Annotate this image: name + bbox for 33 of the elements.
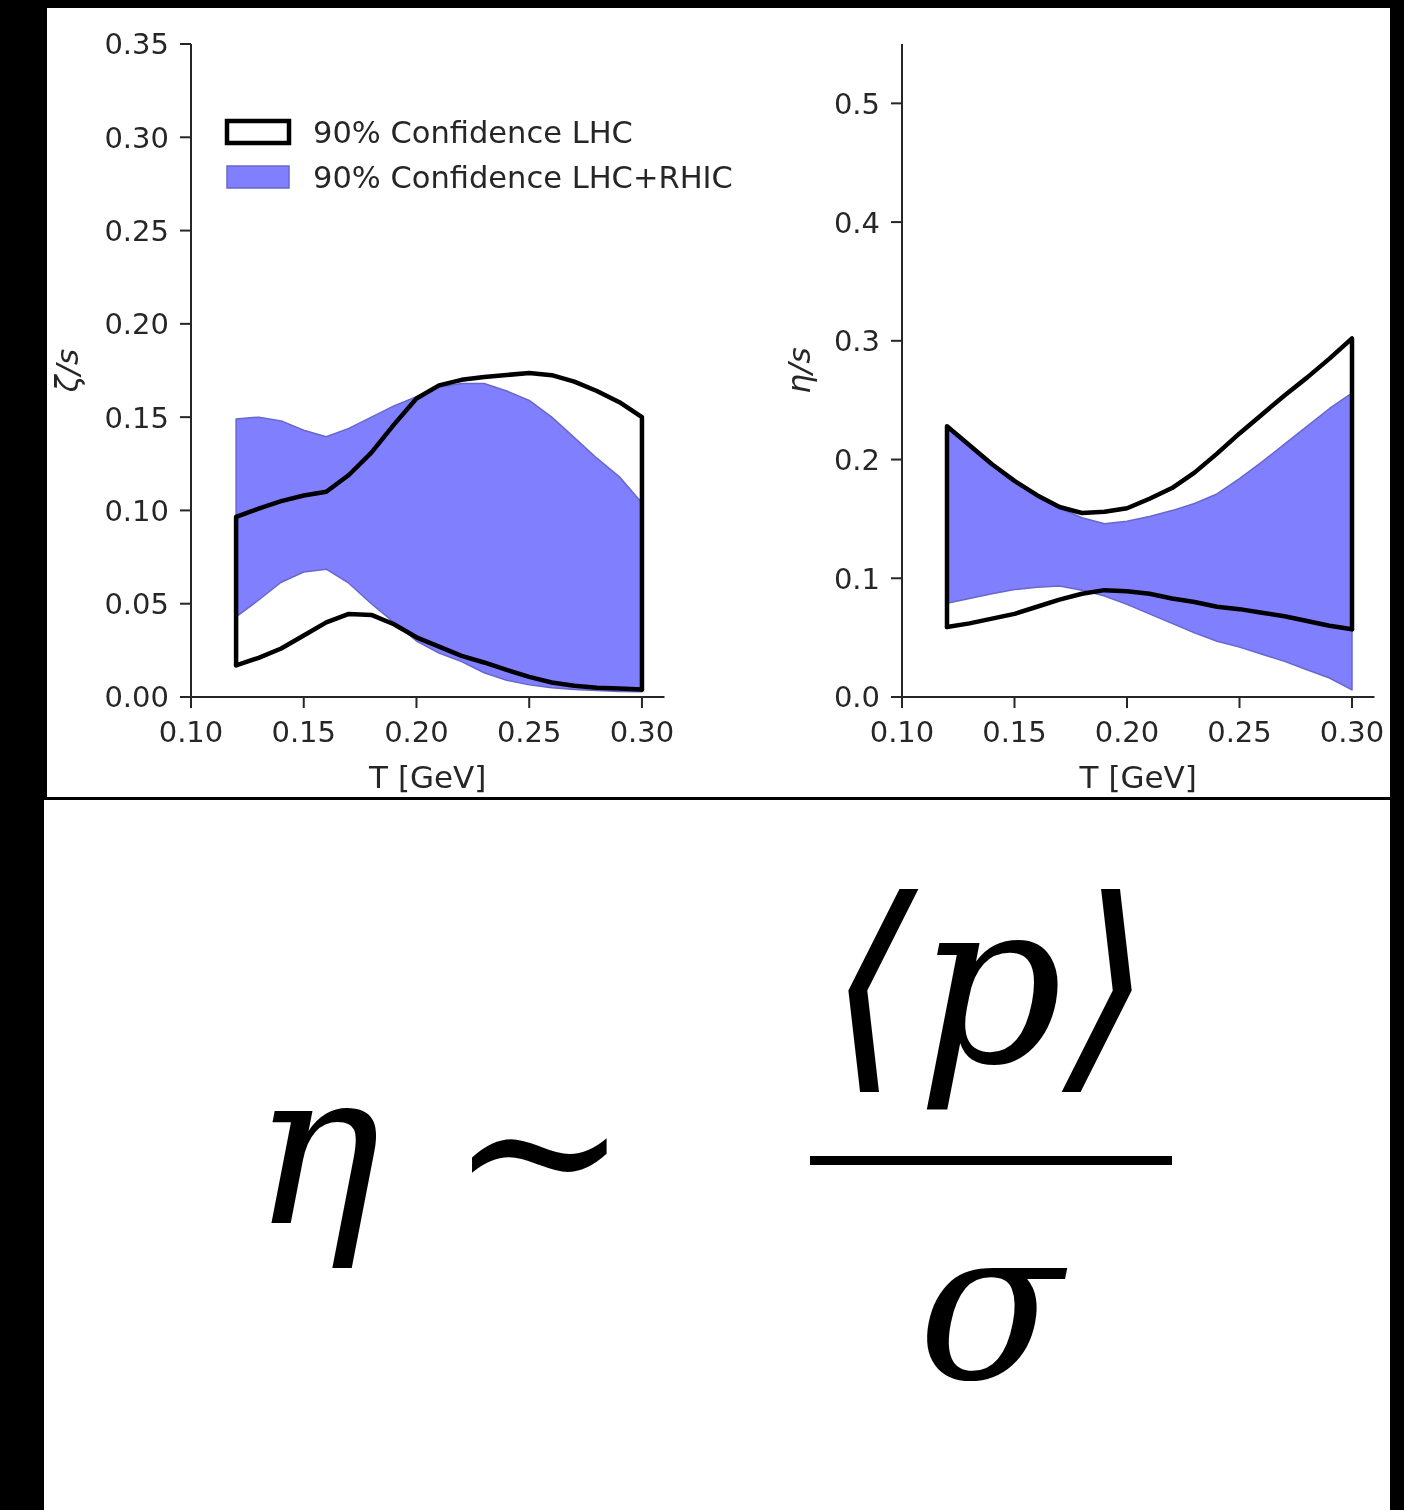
- y-tick-label: 0.05: [104, 587, 169, 622]
- y-tick-label: 0.15: [104, 400, 169, 435]
- legend-label: 90% Confidence LHC: [313, 114, 633, 150]
- x-tick-label: 0.20: [1094, 715, 1160, 749]
- text: ⟨p⟩: [828, 850, 1152, 1116]
- y-tick-label: 0.00: [104, 680, 169, 715]
- y-tick-label: 0.30: [104, 120, 169, 155]
- y-axis-title: η/s: [781, 347, 817, 394]
- x-axis-title: T [GeV]: [368, 759, 487, 795]
- y-tick-label: 0.0: [833, 680, 880, 715]
- text: σ: [917, 1181, 1068, 1428]
- x-axis-title: T [GeV]: [1078, 759, 1197, 795]
- x-tick-label: 0.15: [271, 715, 337, 749]
- y-tick-label: 0.4: [833, 205, 880, 240]
- x-tick-label: 0.10: [869, 715, 935, 749]
- y-axis-title: ζ/s: [49, 348, 85, 394]
- x-tick-label: 0.25: [1207, 715, 1272, 749]
- x-tick-label: 0.30: [609, 715, 675, 749]
- text: η ∼: [252, 1023, 630, 1274]
- y-tick-label: 0.2: [833, 442, 880, 477]
- x-tick-label: 0.20: [384, 715, 449, 749]
- x-tick-label: 0.30: [1319, 715, 1385, 749]
- y-tick-label: 0.1: [833, 561, 880, 596]
- y-tick-label: 0.20: [104, 307, 169, 342]
- x-tick-label: 0.25: [496, 715, 562, 749]
- x-tick-label: 0.15: [982, 715, 1047, 749]
- x-tick-label: 0.10: [158, 715, 224, 749]
- y-tick-label: 0.10: [104, 493, 169, 528]
- y-tick-label: 0.35: [104, 27, 169, 62]
- y-tick-label: 0.5: [833, 86, 880, 121]
- legend-label: 90% Confidence LHC+RHIC: [313, 159, 733, 195]
- y-tick-label: 0.3: [833, 324, 880, 359]
- y-tick-label: 0.25: [104, 214, 169, 249]
